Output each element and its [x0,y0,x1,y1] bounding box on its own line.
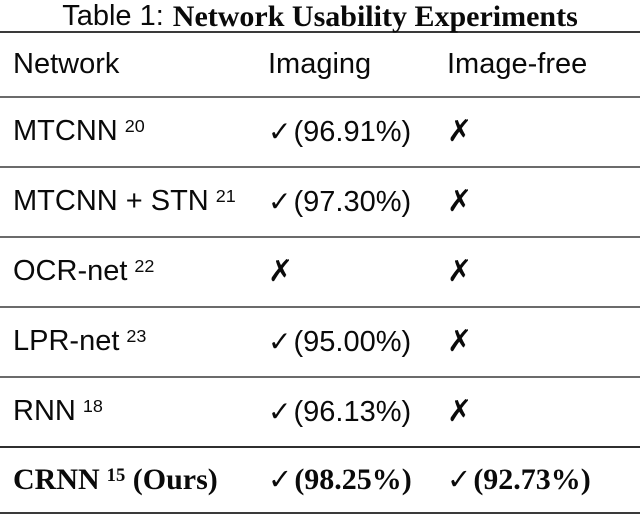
network-name-cell: LPR-net 23 [13,325,268,358]
network-name-cell: MTCNN 20 [13,115,268,148]
check-icon: ✓ [268,114,292,148]
image-free-cell: ✗ [447,254,640,289]
image-free-cell: ✗ [447,184,640,219]
citation-ref: 20 [124,116,145,137]
results-table: Network Imaging Image-free MTCNN 20 ✓(96.… [0,31,640,514]
table-caption-title: Network Usability Experiments [172,0,578,33]
column-header-network: Network [13,47,120,80]
cross-icon: ✗ [447,254,473,289]
network-name-suffix: (Ours) [125,462,218,496]
check-icon: ✓ [268,184,292,218]
imaging-cell: ✓(95.00%) [268,325,447,359]
cross-icon: ✗ [447,394,473,429]
check-icon: ✓ [268,394,292,428]
network-name: RNN [13,395,76,427]
accuracy-value: (96.91%) [293,115,412,148]
accuracy-value: (97.30%) [293,185,412,218]
cross-icon: ✗ [447,114,473,149]
network-name: MTCNN + STN [13,185,209,217]
citation-ref: 18 [82,396,103,417]
accuracy-value: (92.73%) [473,463,591,496]
image-free-cell: ✗ [447,114,640,149]
accuracy-value: (95.00%) [293,325,412,358]
table-row-mtcnn: MTCNN 20 ✓(96.91%) ✗ [0,98,640,168]
check-icon: ✓ [268,324,292,358]
table-row-lpr-net: LPR-net 23 ✓(95.00%) ✗ [0,308,640,378]
column-header-image-free: Image-free [447,47,588,80]
column-header-imaging: Imaging [268,47,372,80]
citation-ref: 21 [215,186,236,207]
citation-ref: 15 [106,464,126,486]
table-caption: Table 1: Network Usability Experiments [0,0,640,33]
accuracy-value: (98.25%) [294,463,412,496]
imaging-cell: ✓(97.30%) [268,185,447,219]
imaging-cell: ✓(98.25%) [268,462,447,497]
citation-ref: 23 [126,326,147,347]
image-free-cell: ✗ [447,394,640,429]
network-name: CRNN [13,462,100,496]
image-free-cell: ✗ [447,324,640,359]
table-row-mtcnn-stn: MTCNN + STN 21 ✓(97.30%) ✗ [0,168,640,238]
image-free-cell: ✓(92.73%) [447,462,640,497]
network-name: LPR-net [13,325,120,357]
table-caption-label: Table 1: [62,0,164,32]
table-row-rnn: RNN 18 ✓(96.13%) ✗ [0,378,640,448]
check-icon: ✓ [268,462,293,496]
cross-icon: ✗ [447,324,473,359]
network-name-cell: CRNN 15 (Ours) [13,463,268,497]
citation-ref: 22 [134,256,155,277]
cross-icon: ✗ [447,184,473,219]
network-name: OCR-net [13,255,128,287]
network-name-cell: RNN 18 [13,395,268,428]
network-name: MTCNN [13,115,118,147]
network-name-cell: OCR-net 22 [13,255,268,288]
check-icon: ✓ [447,462,472,496]
imaging-cell: ✓(96.13%) [268,395,447,429]
network-name-cell: MTCNN + STN 21 [13,185,268,218]
table-row-crnn-ours: CRNN 15 (Ours) ✓(98.25%) ✓(92.73%) [0,448,640,512]
cross-icon: ✗ [268,254,294,289]
imaging-cell: ✓(96.91%) [268,115,447,149]
accuracy-value: (96.13%) [293,395,412,428]
table-header-row: Network Imaging Image-free [0,33,640,98]
imaging-cell: ✗ [268,254,447,289]
table-row-ocr-net: OCR-net 22 ✗ ✗ [0,238,640,308]
